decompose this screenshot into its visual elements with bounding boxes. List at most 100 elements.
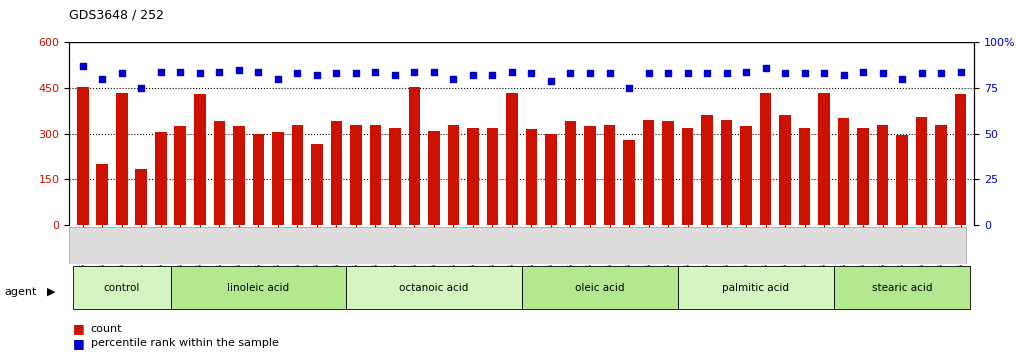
Bar xyxy=(135,169,147,225)
Point xyxy=(582,71,598,76)
Bar xyxy=(740,126,752,225)
Point xyxy=(875,71,891,76)
Text: ■: ■ xyxy=(73,337,85,350)
Bar xyxy=(467,127,479,225)
Point xyxy=(933,71,949,76)
Point xyxy=(386,73,403,78)
Point xyxy=(445,76,462,82)
Text: ■: ■ xyxy=(73,322,85,335)
Point xyxy=(153,69,169,74)
Point xyxy=(699,71,715,76)
Text: linoleic acid: linoleic acid xyxy=(228,282,290,293)
Point xyxy=(835,73,851,78)
Bar xyxy=(409,86,420,225)
Bar xyxy=(252,133,264,225)
Bar xyxy=(116,93,128,225)
FancyBboxPatch shape xyxy=(522,266,677,309)
Point xyxy=(641,71,657,76)
Point xyxy=(620,85,637,91)
Text: agent: agent xyxy=(4,287,37,297)
Point xyxy=(913,71,930,76)
Bar xyxy=(896,135,908,225)
Bar xyxy=(526,129,537,225)
Text: stearic acid: stearic acid xyxy=(872,282,933,293)
FancyBboxPatch shape xyxy=(677,266,834,309)
Bar xyxy=(838,119,849,225)
Bar xyxy=(760,93,772,225)
FancyBboxPatch shape xyxy=(171,266,346,309)
Point xyxy=(953,69,969,74)
Point xyxy=(95,76,111,82)
Bar xyxy=(233,126,245,225)
Bar xyxy=(506,93,518,225)
Bar xyxy=(779,115,791,225)
Point xyxy=(503,69,520,74)
Point xyxy=(231,67,247,73)
Bar xyxy=(955,94,966,225)
Point xyxy=(484,73,500,78)
FancyBboxPatch shape xyxy=(73,266,171,309)
Text: count: count xyxy=(91,324,122,333)
Bar xyxy=(623,140,635,225)
Point xyxy=(426,69,442,74)
Text: oleic acid: oleic acid xyxy=(575,282,624,293)
Text: GDS3648 / 252: GDS3648 / 252 xyxy=(69,9,164,22)
Bar xyxy=(292,125,303,225)
FancyBboxPatch shape xyxy=(346,266,522,309)
Point xyxy=(212,69,228,74)
Bar xyxy=(643,120,654,225)
Point xyxy=(777,71,793,76)
Bar xyxy=(369,125,381,225)
Bar xyxy=(311,144,322,225)
Point xyxy=(894,76,910,82)
Text: octanoic acid: octanoic acid xyxy=(400,282,469,293)
Bar xyxy=(915,117,928,225)
Point xyxy=(114,71,130,76)
Point xyxy=(543,78,559,84)
Point xyxy=(328,71,345,76)
Bar xyxy=(194,94,205,225)
Point xyxy=(172,69,188,74)
Point xyxy=(74,63,91,69)
Point xyxy=(718,71,734,76)
Point xyxy=(816,71,832,76)
Bar xyxy=(701,115,713,225)
Point xyxy=(758,65,774,71)
Point xyxy=(270,76,286,82)
Point xyxy=(465,73,481,78)
Bar xyxy=(681,127,694,225)
Point xyxy=(562,71,579,76)
Bar xyxy=(447,125,460,225)
Point xyxy=(348,71,364,76)
Bar xyxy=(214,121,225,225)
Bar xyxy=(819,93,830,225)
Bar xyxy=(798,127,811,225)
Text: control: control xyxy=(104,282,140,293)
Bar xyxy=(564,121,577,225)
Bar xyxy=(272,132,284,225)
Bar xyxy=(175,126,186,225)
Bar xyxy=(428,131,439,225)
Bar xyxy=(857,127,869,225)
Bar xyxy=(77,87,88,225)
Point xyxy=(250,69,266,74)
Point xyxy=(309,73,325,78)
Point xyxy=(679,71,696,76)
Point xyxy=(660,71,676,76)
Bar xyxy=(721,120,732,225)
Text: ▶: ▶ xyxy=(47,287,55,297)
Point xyxy=(192,71,208,76)
Bar xyxy=(877,125,889,225)
Bar xyxy=(936,125,947,225)
Bar xyxy=(97,164,108,225)
Point xyxy=(407,69,423,74)
Point xyxy=(133,85,149,91)
Bar xyxy=(584,126,596,225)
FancyBboxPatch shape xyxy=(69,227,966,264)
Point xyxy=(289,71,305,76)
Bar xyxy=(662,121,674,225)
Bar xyxy=(545,133,557,225)
Point xyxy=(367,69,383,74)
FancyBboxPatch shape xyxy=(834,266,970,309)
Point xyxy=(601,71,617,76)
